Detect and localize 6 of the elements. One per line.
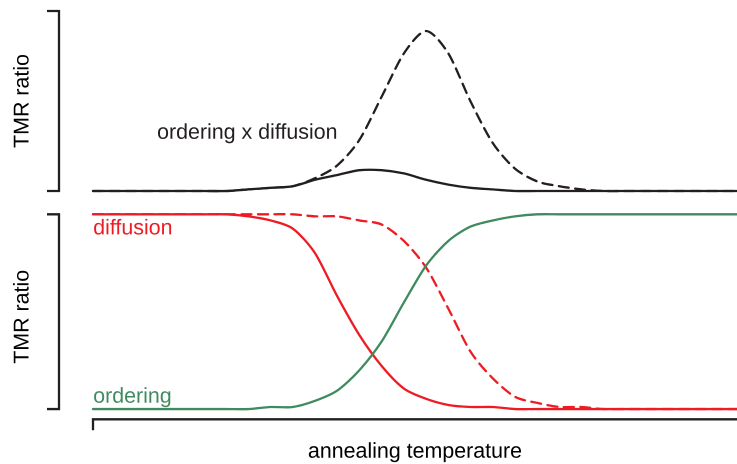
series-label: diffusion: [94, 218, 172, 235]
y-axis-title: TMR ratio: [12, 270, 29, 364]
x-axis-title: annealing temperature: [308, 442, 522, 462]
series-label: ordering: [94, 387, 170, 408]
series-label: ordering x diffusion: [158, 123, 336, 144]
y-axis-title: TMR ratio: [12, 54, 29, 148]
